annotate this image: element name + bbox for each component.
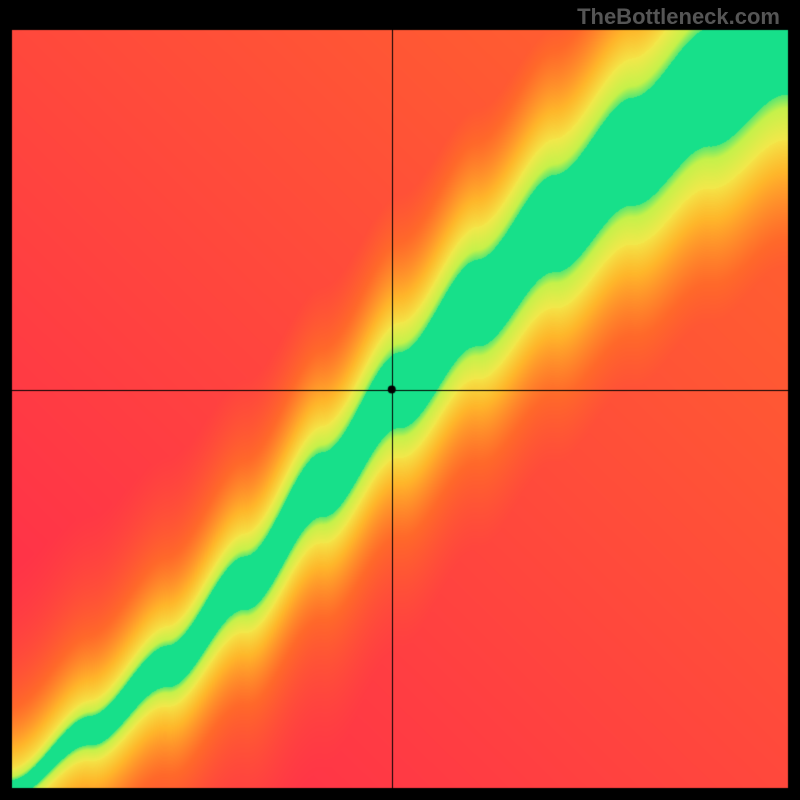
heatmap-canvas xyxy=(0,0,800,800)
watermark-text: TheBottleneck.com xyxy=(577,4,780,30)
chart-container: TheBottleneck.com xyxy=(0,0,800,800)
